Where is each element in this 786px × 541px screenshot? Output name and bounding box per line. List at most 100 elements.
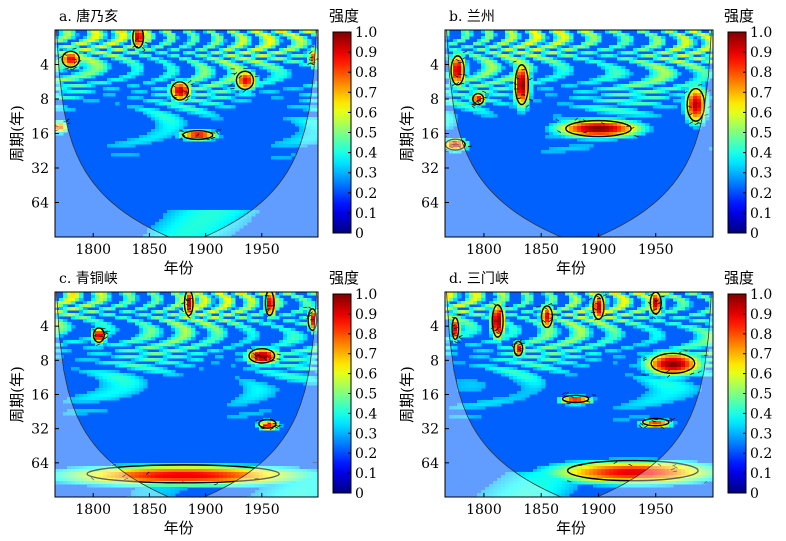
colorbar-tick-label: 0.5 <box>750 126 772 142</box>
colorbar-title: 强度 <box>329 7 359 25</box>
colorbar-tick-label: 0 <box>355 486 364 502</box>
colorbar-tick-label: 0.1 <box>750 466 772 482</box>
colorbar-tick-label: 0.7 <box>750 347 772 363</box>
colorbar-tick-label: 0.2 <box>750 446 772 462</box>
colorbar-tick-label: 0.1 <box>750 206 772 222</box>
x-tick-label: 1850 <box>132 502 168 518</box>
y-tick-label: 64 <box>31 456 49 472</box>
colorbar-title: 强度 <box>724 269 754 287</box>
colorbar-tick-label: 0.5 <box>355 387 377 403</box>
y-tick-label: 8 <box>40 92 49 108</box>
significance-contour-5 <box>592 293 605 321</box>
power-field <box>445 292 713 497</box>
x-tick-label: 1900 <box>188 502 224 518</box>
y-tick-label: 32 <box>31 422 49 438</box>
colorbar-tick-label: 1.0 <box>750 287 772 303</box>
y-tick-label: 64 <box>421 196 439 212</box>
phase-arrows <box>445 51 712 153</box>
colorbar-tick-label: 0 <box>355 226 364 242</box>
colorbar-tick-label: 0.4 <box>750 406 772 422</box>
y-tick-label: 32 <box>421 161 439 177</box>
cone-of-influence-shade <box>55 292 318 497</box>
colorbar-tick-label: 0.6 <box>750 367 772 383</box>
colorbar-tick-label: 0.4 <box>355 406 377 422</box>
x-tick-label: 1950 <box>638 242 674 258</box>
cone-of-influence-line <box>446 292 712 497</box>
y-tick-label: 16 <box>421 127 439 143</box>
y-tick-label: 8 <box>430 92 439 108</box>
colorbar-tick-label: 0 <box>750 226 759 242</box>
colorbar-tick-label: 0.5 <box>355 126 377 142</box>
cone-of-influence-shade <box>55 30 318 237</box>
x-tick-label: 1800 <box>466 502 502 518</box>
x-tick-label: 1950 <box>244 502 280 518</box>
cone-of-influence-line <box>446 30 712 237</box>
power-field <box>445 30 713 237</box>
cone-of-influence-shade <box>445 30 713 237</box>
colorbar-title: 强度 <box>724 7 754 25</box>
x-tick-label: 1900 <box>581 502 617 518</box>
colorbar-tick-label: 0.9 <box>750 307 772 323</box>
significance-contour-2 <box>248 347 276 364</box>
x-axis-label: 年份 <box>164 519 194 537</box>
y-tick-label: 32 <box>31 161 49 177</box>
x-tick-label: 1850 <box>523 502 559 518</box>
y-tick-label: 4 <box>40 319 49 335</box>
colorbar-tick-label: 0.3 <box>750 166 772 182</box>
colorbar-tick-label: 1.0 <box>355 287 377 303</box>
colorbar-tick-label: 0 <box>750 486 759 502</box>
colorbar-tick-label: 0.2 <box>355 446 377 462</box>
x-tick-label: 1950 <box>638 502 674 518</box>
panel-title: c. 青铜峡 <box>59 271 118 287</box>
significance-contour-7 <box>86 464 280 484</box>
colorbar-tick-label: 0.4 <box>750 146 772 162</box>
panel-title: a. 唐乃亥 <box>59 8 118 25</box>
x-axis-label: 年份 <box>556 519 586 537</box>
y-tick-label: 32 <box>421 422 439 438</box>
significance-contour-5 <box>307 308 318 332</box>
x-tick-label: 1900 <box>188 242 224 258</box>
colorbar-tick-label: 0.1 <box>355 466 377 482</box>
colorbar-tick-label: 0.6 <box>355 105 377 121</box>
y-tick-label: 64 <box>421 456 439 472</box>
colorbar-tick-label: 0.8 <box>355 65 377 81</box>
significance-contour-6 <box>445 138 466 151</box>
phase-arrows <box>55 37 318 141</box>
colorbar-tick-label: 0.3 <box>355 166 377 182</box>
panel-title: d. 三门峡 <box>449 271 509 287</box>
cone-of-influence-shade <box>445 292 713 497</box>
colorbar-title: 强度 <box>329 269 359 287</box>
x-tick-label: 1950 <box>244 242 280 258</box>
colorbar-tick-label: 0.3 <box>750 426 772 442</box>
significance-contour-4 <box>235 70 255 91</box>
x-axis-label: 年份 <box>164 259 194 277</box>
colorbar-tick-label: 1.0 <box>355 25 377 41</box>
significance-contour-7 <box>650 352 696 375</box>
significance-contour-9 <box>641 417 670 427</box>
x-tick-label: 1800 <box>75 242 111 258</box>
phase-arrows <box>90 292 318 486</box>
x-tick-label: 1850 <box>132 242 168 258</box>
cone-of-influence-line <box>56 30 317 237</box>
y-axis-label: 周期(年) <box>398 105 416 162</box>
significance-contour-4 <box>264 292 275 317</box>
colorbar-tick-label: 0.5 <box>750 387 772 403</box>
panel-title: b. 兰州 <box>449 9 495 25</box>
significance-contour-4 <box>540 305 554 329</box>
y-tick-label: 8 <box>40 353 49 369</box>
colorbar-tick-label: 0.7 <box>355 347 377 363</box>
y-tick-label: 8 <box>430 353 439 369</box>
significance-contour-10 <box>566 459 699 482</box>
colorbar-tick-label: 1.0 <box>750 25 772 41</box>
y-tick-label: 4 <box>430 58 439 74</box>
colorbar-tick-label: 0.8 <box>750 65 772 81</box>
colorbar-tick-label: 0.4 <box>355 146 377 162</box>
x-tick-label: 1900 <box>581 242 617 258</box>
y-axis-label: 周期(年) <box>8 366 26 423</box>
colorbar-tick-label: 0.1 <box>355 206 377 222</box>
x-axis-label: 年份 <box>556 259 586 277</box>
power-field <box>55 292 318 497</box>
power-field <box>55 30 318 237</box>
